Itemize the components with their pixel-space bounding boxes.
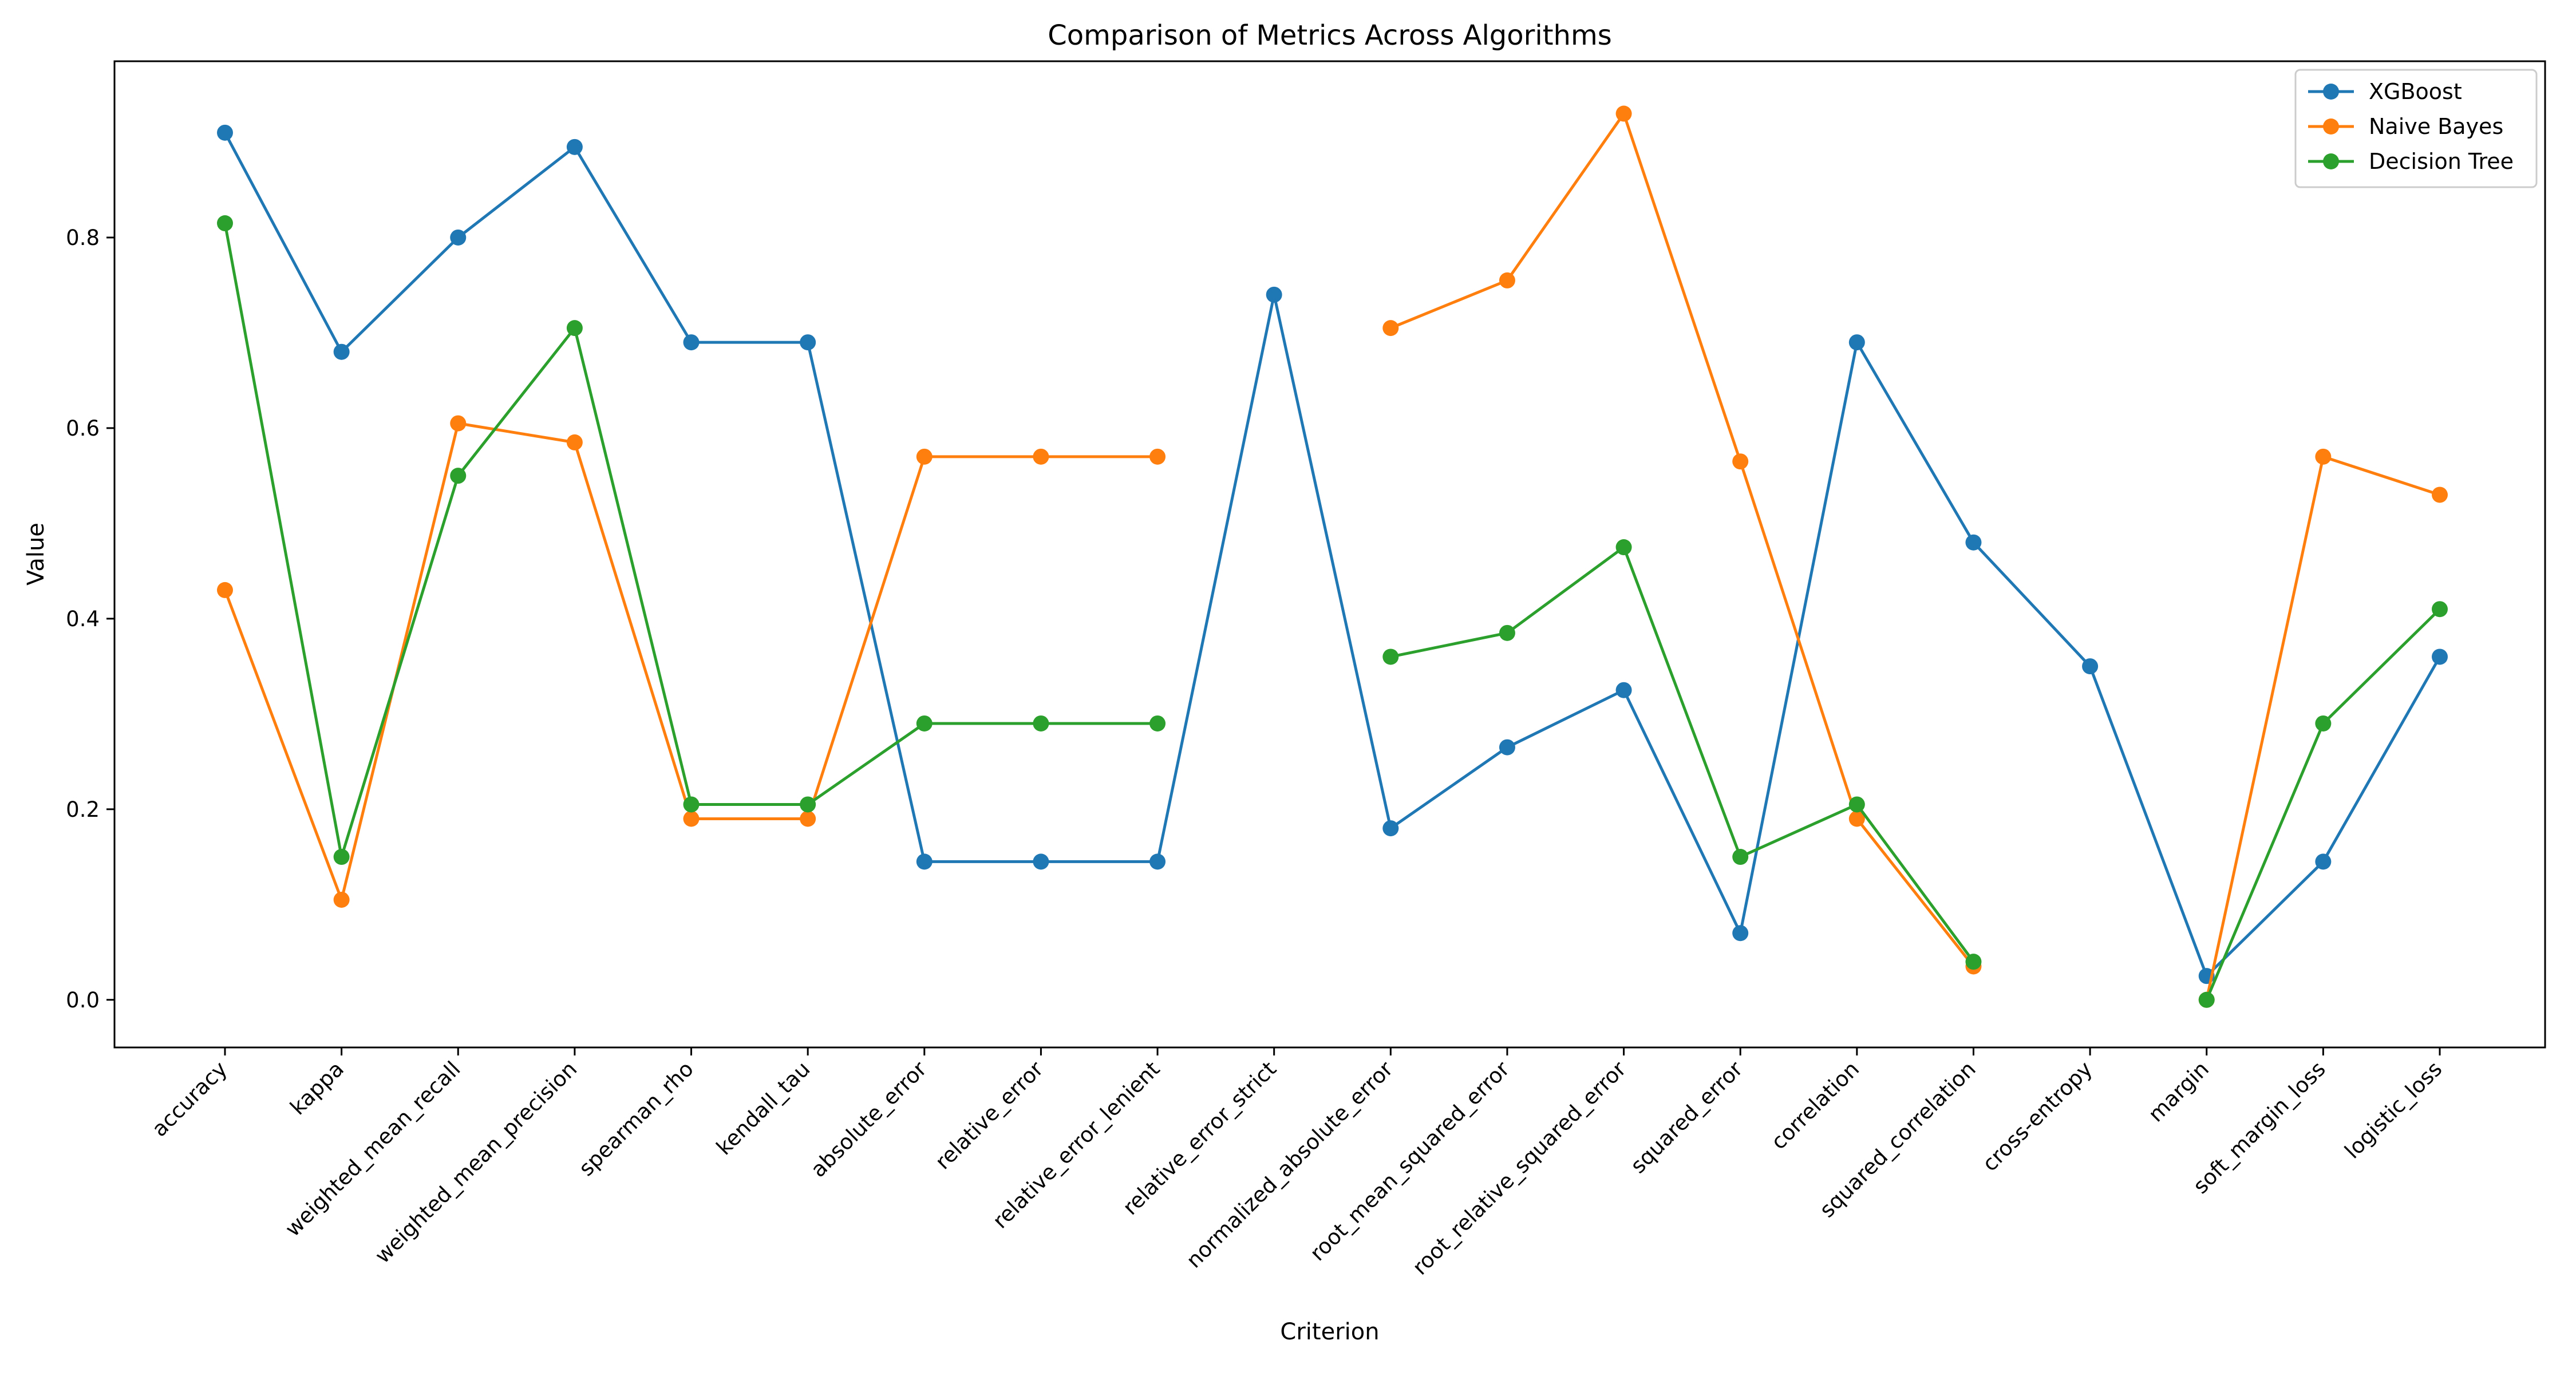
legend-frame <box>2294 69 2538 188</box>
data-point-naive-bayes-normalized-absolute-error <box>1382 320 1399 337</box>
data-point-decision-tree-normalized-absolute-error <box>1382 649 1399 665</box>
data-point-naive-bayes-correlation <box>1848 810 1865 827</box>
data-point-decision-tree-weighted-mean-precision <box>566 320 583 337</box>
data-point-naive-bayes-relative-error-lenient <box>1149 448 1166 465</box>
y-axis-label: Value <box>23 523 49 586</box>
y-tick-label: 0.8 <box>66 226 100 250</box>
data-point-decision-tree-root-relative-squared-error <box>1615 539 1632 556</box>
series-line-decision-tree <box>1390 545 1975 963</box>
data-point-xgboost-soft-margin-loss <box>2315 853 2332 870</box>
data-point-decision-tree-root-mean-squared-error <box>1499 624 1515 641</box>
legend-label: XGBoost <box>2369 79 2462 104</box>
series-line-xgboost <box>223 132 2441 978</box>
y-tick-label: 0.2 <box>66 797 100 822</box>
data-point-decision-tree-relative-error-lenient <box>1149 715 1166 732</box>
data-point-decision-tree-correlation <box>1848 796 1865 813</box>
data-point-naive-bayes-absolute-error <box>916 448 933 465</box>
x-axis-label: Criterion <box>1280 1319 1379 1345</box>
data-point-xgboost-root-mean-squared-error <box>1499 739 1515 756</box>
y-tick-label: 0.6 <box>66 416 100 441</box>
data-point-decision-tree-logistic-loss <box>2432 601 2448 618</box>
data-point-naive-bayes-root-relative-squared-error <box>1615 105 1632 122</box>
data-point-xgboost-squared-error <box>1732 925 1749 942</box>
data-point-decision-tree-weighted-mean-recall <box>450 468 467 484</box>
data-point-xgboost-kendall-tau <box>800 334 816 351</box>
legend-item-decision-tree: Decision Tree <box>2308 149 2514 174</box>
data-point-xgboost-relative-error-lenient <box>1149 853 1166 870</box>
data-point-naive-bayes-weighted-mean-recall <box>450 415 467 432</box>
data-point-decision-tree-kappa <box>333 849 350 865</box>
data-point-xgboost-relative-error <box>1033 853 1049 870</box>
data-point-naive-bayes-kappa <box>333 891 350 908</box>
data-point-naive-bayes-accuracy <box>217 582 233 598</box>
legend-marker <box>2323 118 2339 135</box>
data-point-xgboost-accuracy <box>217 124 233 141</box>
legend-item-naive-bayes: Naive Bayes <box>2308 114 2503 139</box>
plot-frame <box>113 60 2546 1049</box>
data-point-naive-bayes-soft-margin-loss <box>2315 448 2332 465</box>
data-point-decision-tree-kendall-tau <box>800 796 816 813</box>
data-point-xgboost-squared-correlation <box>1965 534 1982 551</box>
legend-item-xgboost: XGBoost <box>2308 79 2462 104</box>
series-line-naive-bayes <box>1390 112 1975 968</box>
data-point-naive-bayes-squared-error <box>1732 453 1749 470</box>
data-point-xgboost-logistic-loss <box>2432 649 2448 665</box>
data-point-decision-tree-relative-error <box>1033 715 1049 732</box>
data-point-decision-tree-absolute-error <box>916 715 933 732</box>
series-xgboost <box>217 124 2448 984</box>
data-point-xgboost-root-relative-squared-error <box>1615 682 1632 698</box>
legend-marker <box>2323 84 2339 100</box>
data-point-naive-bayes-root-mean-squared-error <box>1499 272 1515 288</box>
y-tick-label: 0.4 <box>66 607 100 631</box>
legend-label: Decision Tree <box>2369 149 2514 174</box>
data-point-xgboost-normalized-absolute-error <box>1382 820 1399 837</box>
data-point-xgboost-relative-error-strict <box>1266 286 1282 303</box>
data-point-xgboost-weighted-mean-precision <box>566 139 583 155</box>
chart-title: Comparison of Metrics Across Algorithms <box>1048 19 1611 52</box>
data-point-decision-tree-spearman-rho <box>683 796 700 813</box>
data-point-naive-bayes-spearman-rho <box>683 810 700 827</box>
series-naive-bayes <box>217 105 2448 1008</box>
data-point-decision-tree-squared-correlation <box>1965 954 1982 970</box>
data-point-xgboost-correlation <box>1848 334 1865 351</box>
data-point-decision-tree-squared-error <box>1732 849 1749 865</box>
series-layer <box>217 105 2448 1008</box>
data-point-naive-bayes-weighted-mean-precision <box>566 434 583 450</box>
data-point-decision-tree-margin <box>2198 991 2215 1008</box>
data-point-decision-tree-accuracy <box>217 215 233 232</box>
legend: XGBoost Naive Bayes Decision Tree <box>2294 69 2538 188</box>
legend-marker <box>2323 153 2339 169</box>
legend-label: Naive Bayes <box>2369 114 2503 139</box>
data-point-naive-bayes-logistic-loss <box>2432 487 2448 503</box>
data-point-naive-bayes-relative-error <box>1033 448 1049 465</box>
data-point-xgboost-absolute-error <box>916 853 933 870</box>
data-point-xgboost-weighted-mean-recall <box>450 229 467 246</box>
data-point-decision-tree-soft-margin-loss <box>2315 715 2332 732</box>
data-point-xgboost-kappa <box>333 343 350 360</box>
data-point-xgboost-spearman-rho <box>683 334 700 351</box>
data-point-naive-bayes-kendall-tau <box>800 810 816 827</box>
data-point-xgboost-cross-entropy <box>2082 658 2099 675</box>
series-decision-tree <box>217 215 2448 1008</box>
y-tick-label: 0.0 <box>66 988 100 1013</box>
